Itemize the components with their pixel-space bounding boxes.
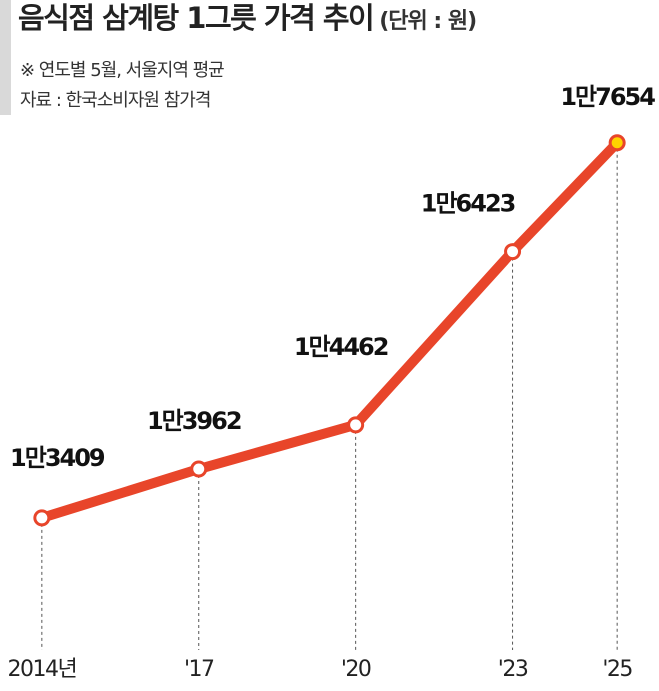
- value-label: 1만3962: [147, 407, 241, 435]
- line: [40, 139, 621, 523]
- unit: (단위 : 원): [379, 9, 476, 34]
- x-tick-label: '17: [184, 657, 214, 682]
- point: [608, 134, 626, 152]
- value-label: 1만6423: [421, 190, 515, 218]
- source: 자료 : 한국소비자원 참가격: [20, 90, 210, 111]
- x-tick-label: '25: [602, 657, 632, 682]
- side-bar: [0, 0, 11, 115]
- x-tick-label: '20: [341, 657, 371, 682]
- value-label: 1만4462: [294, 333, 388, 361]
- point: [190, 460, 208, 478]
- x-tick-label: '23: [498, 657, 528, 682]
- value-label: 1만7654: [560, 83, 655, 111]
- point: [33, 509, 51, 527]
- point: [347, 416, 365, 434]
- value-label: 1만3409: [10, 444, 105, 472]
- x-tick-label: 2014년: [7, 657, 76, 682]
- note: ※ 연도별 5월, 서울지역 평균: [20, 60, 224, 81]
- point: [504, 243, 522, 261]
- chart-title: 음식점 삼계탕 1그릇 가격 추이 (단위 : 원): [18, 1, 476, 35]
